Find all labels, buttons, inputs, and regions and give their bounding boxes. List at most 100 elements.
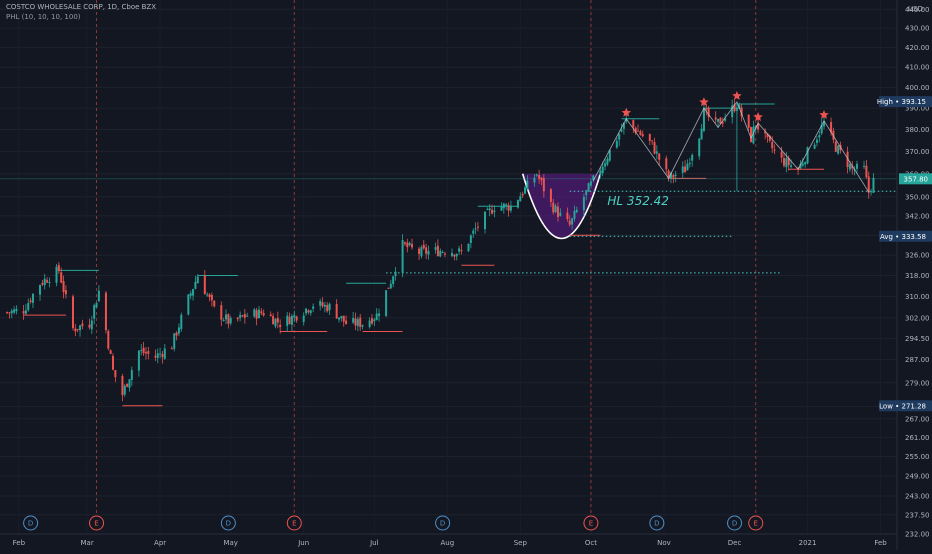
candle-body	[194, 281, 197, 289]
candle-body	[107, 330, 110, 349]
candle	[648, 133, 651, 145]
price-tick-label: 310.00	[905, 293, 930, 301]
candle-body	[203, 275, 206, 295]
candle	[76, 328, 79, 333]
candle-body	[601, 166, 604, 174]
badge-circle	[748, 515, 764, 531]
candle-body	[538, 175, 541, 179]
candle-body	[434, 247, 437, 250]
swing-high-star	[621, 107, 631, 117]
candle-body	[757, 123, 760, 130]
candle	[187, 293, 190, 316]
candle	[290, 313, 293, 332]
candle-body	[837, 145, 840, 154]
candle-body	[820, 124, 823, 134]
candle	[618, 132, 621, 147]
dividend-badge: D	[727, 515, 743, 531]
price-tick-label: 390.00	[905, 105, 930, 113]
candle-body	[717, 119, 720, 122]
candle-body	[121, 376, 124, 396]
candle-body	[533, 177, 536, 183]
candle-body	[71, 296, 74, 329]
price-tick-label: 370.00	[905, 148, 930, 156]
time-tick-label: Apr	[154, 539, 166, 547]
candle	[674, 170, 677, 183]
earnings-badge: E	[286, 515, 302, 531]
candle	[335, 299, 338, 319]
avg-price-label: Avg • 333.58	[879, 230, 932, 242]
candle-body	[655, 151, 658, 154]
candle-body	[573, 210, 576, 219]
price-tick-label: 342.00	[905, 212, 930, 220]
time-scale[interactable]: Feb Mar Apr May Jun Jul Aug Sep Oct Nov Dec 2021 Feb	[0, 533, 897, 547]
badge-circle	[23, 515, 39, 531]
candle-body	[806, 147, 809, 164]
candle-body	[521, 193, 524, 196]
candle-body	[46, 280, 49, 283]
candle-body	[241, 315, 244, 317]
current-label-text: 357.80	[904, 175, 929, 183]
candle	[323, 301, 326, 313]
candle-body	[674, 174, 677, 176]
candle-body	[740, 107, 743, 117]
candle-body	[239, 314, 242, 318]
candle	[823, 114, 826, 130]
candle-body	[669, 172, 672, 179]
candle-body	[192, 289, 195, 296]
candle-body	[76, 328, 79, 330]
candle	[585, 189, 588, 201]
candle-body	[458, 248, 461, 252]
candle	[206, 292, 209, 297]
candle-body	[156, 353, 159, 358]
candle-body	[552, 202, 555, 213]
candle-body	[556, 206, 559, 217]
candle	[549, 188, 552, 207]
candle-body	[288, 316, 291, 325]
candle-body	[222, 319, 225, 321]
candle	[227, 313, 230, 329]
candle	[422, 239, 425, 250]
candle	[104, 291, 107, 334]
candle	[411, 238, 414, 250]
candle-body	[370, 318, 373, 324]
candle	[714, 111, 717, 124]
candle-body	[804, 162, 807, 165]
candle-body	[681, 166, 684, 173]
candle	[651, 140, 654, 145]
candle-body	[472, 230, 475, 234]
candle	[467, 243, 470, 253]
candle	[441, 250, 444, 254]
swing-high-star	[753, 112, 763, 122]
candle-body	[733, 104, 736, 112]
candle-body	[540, 177, 543, 181]
candle-body	[13, 309, 16, 313]
candle-body	[95, 302, 98, 308]
candle	[361, 324, 364, 330]
price-label-bg	[879, 96, 932, 108]
price-scale[interactable]: 440.00 430.00 420.00 410.00 400.00 390.00 380.…	[896, 0, 930, 550]
candles-layer	[6, 99, 875, 402]
candle-body	[823, 121, 826, 127]
candle-body	[187, 294, 190, 315]
candle	[144, 347, 147, 360]
candle	[815, 136, 818, 147]
price-tick-label: 440.00	[905, 6, 930, 14]
time-tick-label: Jul	[369, 539, 379, 547]
candle-body	[747, 114, 750, 128]
candle-body	[387, 287, 390, 289]
pivot-levels-layer: HL 352.42	[0, 103, 897, 407]
candle-body	[236, 317, 239, 320]
cup-curve	[521, 173, 602, 240]
badge-circle	[89, 515, 105, 531]
candle	[319, 298, 322, 311]
candle-body	[79, 325, 82, 331]
candle-body	[592, 175, 595, 181]
candle	[15, 305, 18, 315]
candle-body	[768, 135, 771, 141]
candle-body	[293, 315, 296, 318]
time-tick-label: Feb	[13, 539, 26, 547]
candle	[255, 307, 258, 326]
price-labels-layer: High • 393.15 Avg • 333.58 Low • 271.28 357…	[877, 96, 932, 412]
